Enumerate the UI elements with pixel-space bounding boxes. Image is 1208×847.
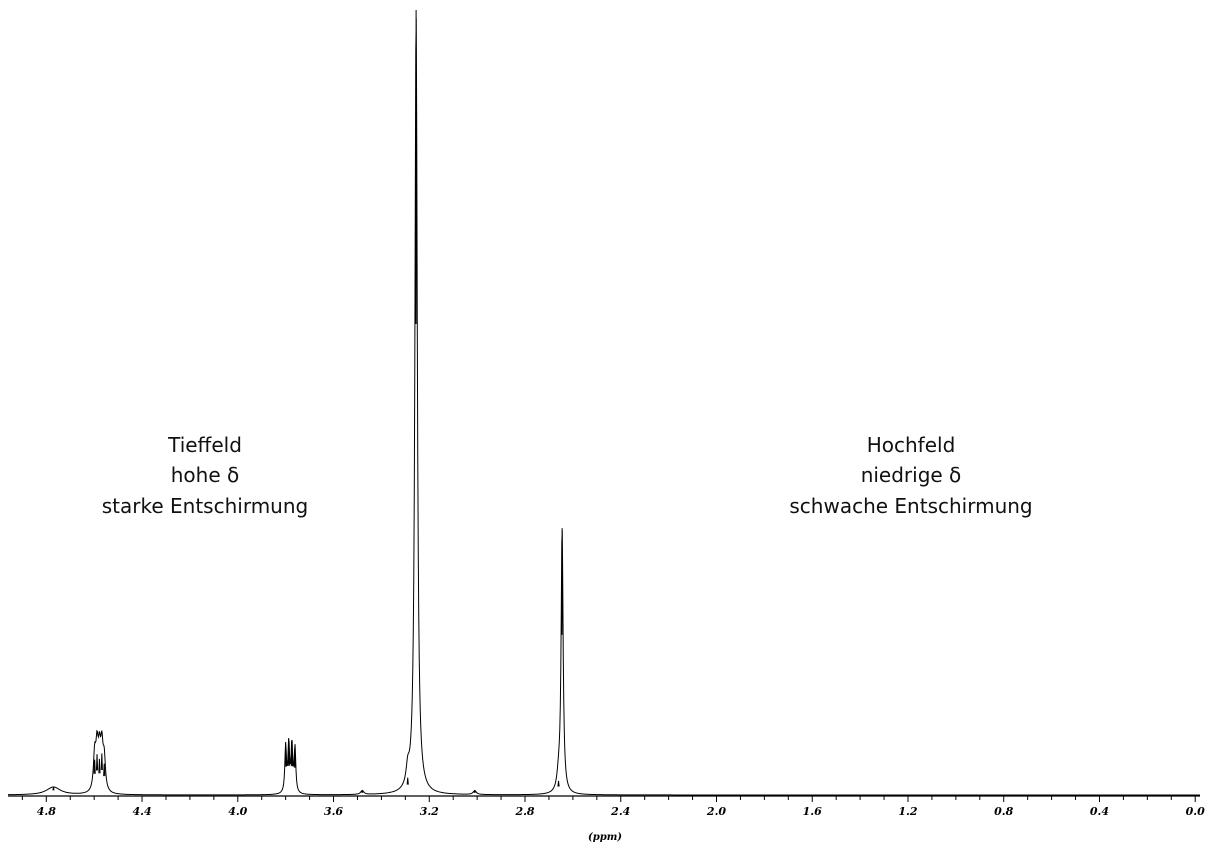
annotation-left-line-3: starke Entschirmung — [102, 494, 308, 518]
annotation-left: Tieffeld hohe δ starke Entschirmung — [102, 433, 308, 518]
x-tick-label: 4.4 — [132, 805, 151, 818]
annotation-right-line-2: niedrige δ — [861, 463, 962, 487]
annotation-right: Hochfeld niedrige δ schwache Entschirmun… — [789, 433, 1032, 518]
x-tick-label: 1.6 — [803, 805, 822, 818]
x-axis-title: (ppm) — [588, 832, 622, 843]
x-tick-label: 3.2 — [420, 805, 439, 818]
x-tick-label: 0.8 — [994, 805, 1013, 818]
x-tick-label: 0.0 — [1186, 805, 1205, 818]
x-tick-label: 2.8 — [514, 805, 534, 818]
x-tick-label: 2.0 — [706, 805, 726, 818]
x-tick-label: 0.4 — [1090, 805, 1109, 818]
spectrum-line — [8, 9, 1200, 796]
annotation-left-line-2: hohe δ — [171, 463, 240, 487]
x-tick-label: 4.8 — [37, 805, 56, 818]
x-tick-label: 2.4 — [610, 805, 630, 818]
x-tick-label: 1.2 — [898, 805, 917, 818]
annotation-right-line-3: schwache Entschirmung — [789, 494, 1032, 518]
x-axis-ticks: 4.8 4.4 4.0 3.6 3.2 2.8 2.4 2.0 1.6 1.2 0.8 0.4 0.0 — [21, 796, 1205, 818]
x-tick-label: 4.0 — [228, 805, 247, 818]
annotation-right-line-1: Hochfeld — [867, 433, 956, 457]
x-tick-label: 3.6 — [324, 805, 343, 818]
annotation-left-line-1: Tieffeld — [167, 433, 242, 457]
